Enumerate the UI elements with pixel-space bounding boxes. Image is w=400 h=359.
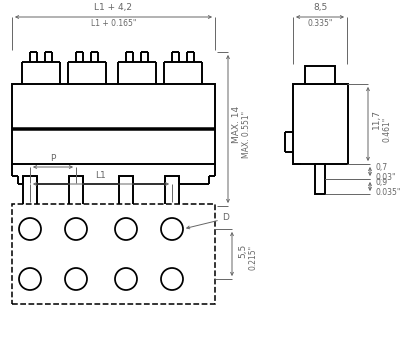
Text: 8,5: 8,5: [313, 3, 327, 12]
Text: 0.215": 0.215": [248, 244, 257, 270]
Text: 0.035": 0.035": [376, 188, 400, 197]
Bar: [69, 176, 83, 206]
Text: D: D: [222, 213, 229, 222]
Bar: [12, 204, 215, 304]
Bar: [12, 84, 215, 164]
Text: 0.03": 0.03": [376, 173, 396, 182]
Text: L1 + 0.165": L1 + 0.165": [91, 19, 136, 28]
Bar: [23, 176, 37, 206]
Bar: [165, 176, 179, 206]
Bar: [305, 66, 335, 84]
Text: 0.335": 0.335": [307, 19, 333, 28]
Text: MAX. 0.551": MAX. 0.551": [242, 111, 251, 158]
Text: 0.461": 0.461": [382, 116, 391, 141]
Text: L1: L1: [96, 171, 106, 180]
Text: MAX. 14: MAX. 14: [232, 106, 241, 143]
Text: L1 + 4,2: L1 + 4,2: [94, 3, 132, 12]
Text: 11,7: 11,7: [372, 109, 381, 129]
Bar: [119, 176, 133, 206]
Text: 0,9: 0,9: [376, 178, 388, 187]
Bar: [315, 164, 325, 194]
Bar: [293, 84, 348, 164]
Text: 0,7: 0,7: [376, 163, 388, 172]
Text: 5,5: 5,5: [238, 244, 247, 258]
Text: P: P: [50, 154, 56, 163]
